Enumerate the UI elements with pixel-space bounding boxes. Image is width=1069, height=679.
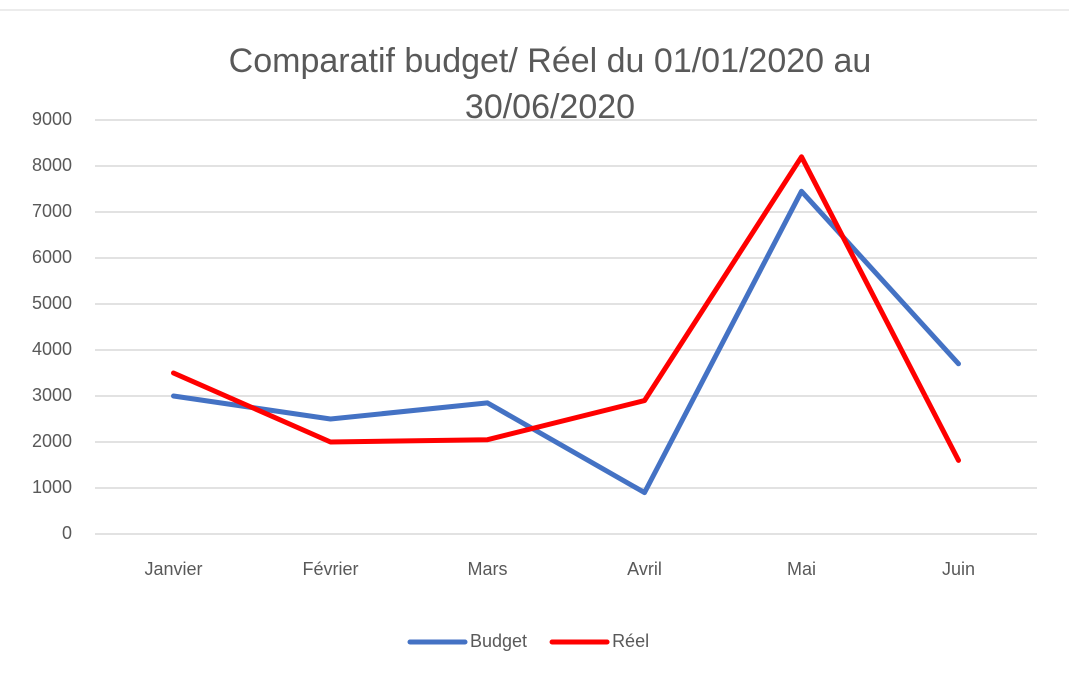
y-tick-label: 1000 xyxy=(32,477,72,497)
series-line xyxy=(171,188,961,496)
y-tick-label: 3000 xyxy=(32,385,72,405)
chart-title: Comparatif budget/ Réel du 01/01/2020 au… xyxy=(228,42,872,126)
x-tick-label: Février xyxy=(302,559,358,579)
y-tick-label: 8000 xyxy=(32,155,72,175)
y-tick-label: 7000 xyxy=(32,201,72,221)
legend-label: Budget xyxy=(470,631,527,651)
y-tick-label: 0 xyxy=(62,523,72,543)
y-tick-label: 6000 xyxy=(32,247,72,267)
y-tick-label: 2000 xyxy=(32,431,72,451)
y-tick-label: 4000 xyxy=(32,339,72,359)
x-tick-label: Avril xyxy=(627,559,662,579)
x-tick-label: Juin xyxy=(942,559,975,579)
x-tick-label: Mars xyxy=(468,559,508,579)
y-tick-label: 5000 xyxy=(32,293,72,313)
x-tick-label: Mai xyxy=(787,559,816,579)
series-line xyxy=(171,154,961,463)
y-tick-label: 9000 xyxy=(32,109,72,129)
legend-label: Réel xyxy=(612,631,649,651)
x-tick-label: Janvier xyxy=(144,559,202,579)
